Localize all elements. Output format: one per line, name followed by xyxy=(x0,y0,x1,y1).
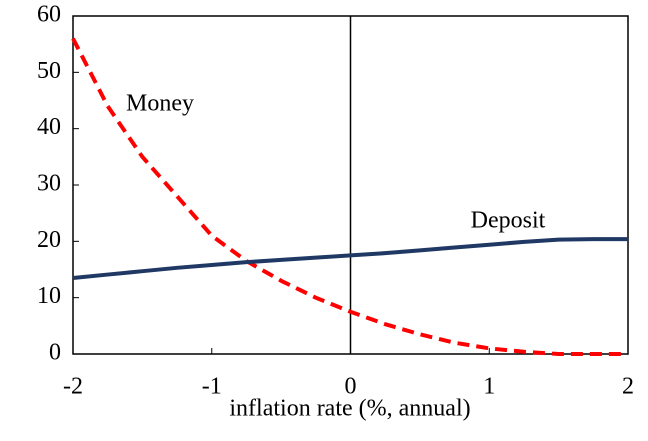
x-tick-label: -2 xyxy=(63,374,83,400)
x-tick-label: 1 xyxy=(483,374,495,400)
x-tick-label: 0 xyxy=(345,374,357,400)
x-tick-label: 2 xyxy=(622,374,634,400)
y-tick-label: 60 xyxy=(37,2,61,28)
x-tick-label: -1 xyxy=(202,374,222,400)
y-tick-label: 20 xyxy=(37,227,61,253)
x-axis-label: inflation rate (%, annual) xyxy=(229,396,470,422)
y-tick-label: 40 xyxy=(37,114,61,140)
y-tick-label: 50 xyxy=(37,58,61,84)
annotation: Deposit xyxy=(471,208,546,234)
series-line xyxy=(72,237,628,280)
series-line xyxy=(71,37,628,356)
y-tick-label: 10 xyxy=(37,283,61,309)
y-tick-label: 0 xyxy=(49,340,61,366)
annotation: Money xyxy=(126,91,194,117)
y-tick-label: 30 xyxy=(37,171,61,197)
